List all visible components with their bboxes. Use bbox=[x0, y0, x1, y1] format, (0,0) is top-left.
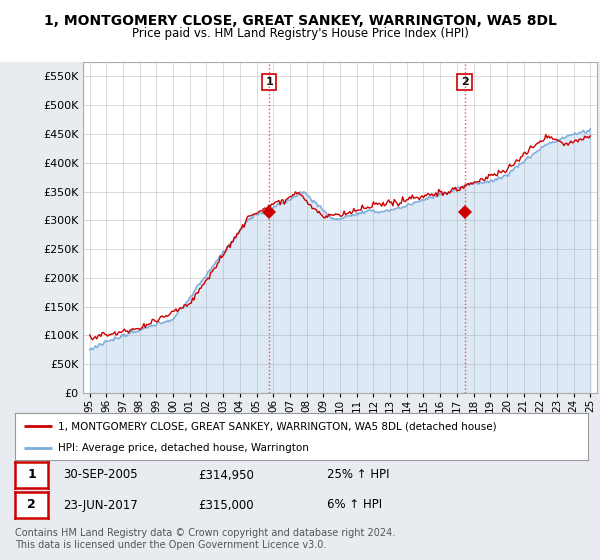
Text: 25% ↑ HPI: 25% ↑ HPI bbox=[327, 469, 389, 482]
Text: 2: 2 bbox=[461, 77, 469, 87]
Text: 2: 2 bbox=[27, 498, 36, 511]
Text: Price paid vs. HM Land Registry's House Price Index (HPI): Price paid vs. HM Land Registry's House … bbox=[131, 27, 469, 40]
Text: 1, MONTGOMERY CLOSE, GREAT SANKEY, WARRINGTON, WA5 8DL (detached house): 1, MONTGOMERY CLOSE, GREAT SANKEY, WARRI… bbox=[58, 421, 497, 431]
Text: 23-JUN-2017: 23-JUN-2017 bbox=[63, 498, 138, 511]
Text: 1: 1 bbox=[265, 77, 273, 87]
Text: £315,000: £315,000 bbox=[198, 498, 254, 511]
Text: HPI: Average price, detached house, Warrington: HPI: Average price, detached house, Warr… bbox=[58, 444, 309, 453]
Text: 1, MONTGOMERY CLOSE, GREAT SANKEY, WARRINGTON, WA5 8DL: 1, MONTGOMERY CLOSE, GREAT SANKEY, WARRI… bbox=[44, 14, 556, 28]
Text: 1: 1 bbox=[27, 469, 36, 482]
Text: £314,950: £314,950 bbox=[198, 469, 254, 482]
Text: 30-SEP-2005: 30-SEP-2005 bbox=[63, 469, 137, 482]
Text: 6% ↑ HPI: 6% ↑ HPI bbox=[327, 498, 382, 511]
Text: Contains HM Land Registry data © Crown copyright and database right 2024.
This d: Contains HM Land Registry data © Crown c… bbox=[15, 528, 395, 549]
